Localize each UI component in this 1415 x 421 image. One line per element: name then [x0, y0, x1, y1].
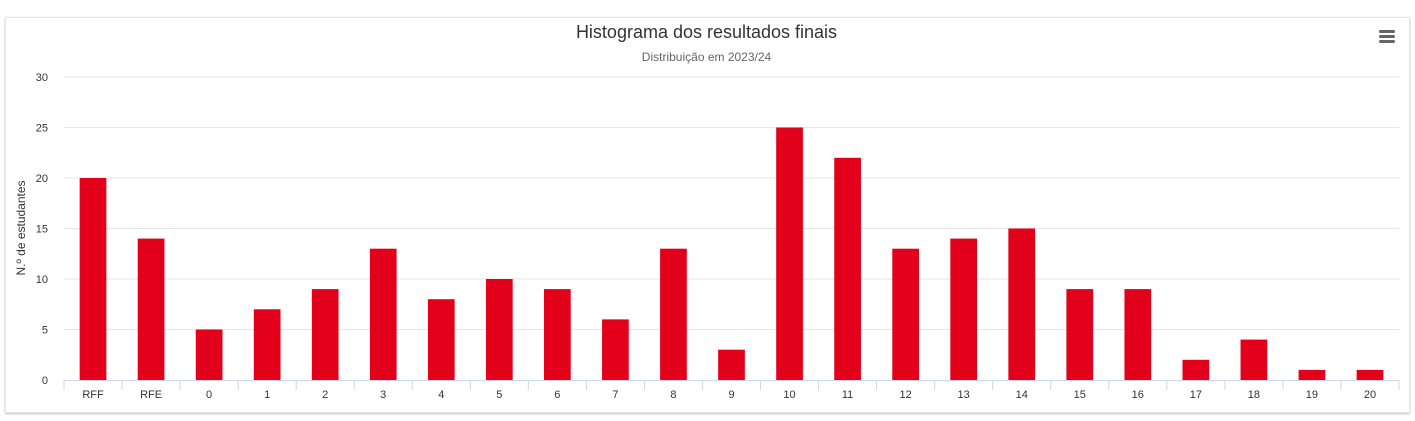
y-tick-label: 25 [36, 123, 48, 135]
x-tick-label: 6 [554, 389, 560, 401]
chart-subtitle: Distribuição em 2023/24 [641, 50, 772, 64]
bar-9[interactable] [718, 349, 745, 380]
bar-19[interactable] [1298, 369, 1326, 380]
y-tick-label: 20 [36, 173, 48, 185]
x-tick-label: 8 [670, 389, 676, 401]
bar-2[interactable] [311, 289, 339, 380]
bar-0[interactable] [195, 329, 223, 381]
y-gridlines [64, 76, 1399, 330]
y-tick-label: 15 [36, 224, 48, 236]
bar-16[interactable] [1124, 289, 1152, 380]
bars [79, 127, 1384, 381]
bar-3[interactable] [369, 248, 397, 380]
x-tick-label: 7 [612, 389, 618, 401]
y-tick-label: 0 [42, 375, 48, 387]
x-tick-label: 13 [958, 389, 970, 401]
x-axis [63, 380, 1400, 390]
y-tick-labels: 0 5 10 15 20 25 30 [36, 72, 48, 387]
x-tick-label: RFE [140, 389, 162, 401]
x-tick-label: 18 [1248, 389, 1260, 401]
bar-18[interactable] [1240, 339, 1268, 380]
x-tick-label: 19 [1306, 389, 1318, 401]
y-tick-label: 10 [36, 274, 48, 286]
bar-1[interactable] [253, 309, 281, 380]
bar-11[interactable] [834, 157, 861, 380]
x-tick-label: 0 [206, 389, 212, 401]
bar-8[interactable] [660, 248, 687, 380]
bar-15[interactable] [1066, 289, 1094, 380]
y-tick-label: 30 [36, 72, 48, 84]
bar-rfe[interactable] [137, 238, 165, 380]
bar-6[interactable] [544, 289, 571, 380]
x-tick-label: 2 [322, 389, 328, 401]
x-tick-label: 16 [1132, 389, 1144, 401]
hamburger-menu-icon [1379, 30, 1395, 43]
y-axis-title: N.º de estudantes [14, 180, 28, 275]
bar-5[interactable] [485, 279, 513, 380]
bar-10[interactable] [776, 127, 803, 381]
x-tick-label: 20 [1364, 389, 1376, 401]
x-tick-label: 10 [783, 389, 795, 401]
bar-13[interactable] [950, 238, 978, 380]
bar-17[interactable] [1182, 359, 1210, 380]
bar-12[interactable] [892, 248, 919, 380]
x-tick-label: 17 [1190, 389, 1202, 401]
x-tick-label: 5 [496, 389, 502, 401]
x-tick-label: RFF [82, 389, 104, 401]
x-tick-label: 4 [438, 389, 444, 401]
chart-title: Histograma dos resultados finais [575, 22, 838, 42]
x-tick-label: 9 [728, 389, 734, 401]
bar-14[interactable] [1008, 228, 1036, 381]
context-menu-button[interactable] [1376, 27, 1398, 45]
x-tick-label: 15 [1074, 389, 1086, 401]
x-tick-label: 3 [380, 389, 386, 401]
bar-20[interactable] [1356, 369, 1384, 380]
bar-7[interactable] [602, 319, 629, 380]
x-tick-label: 1 [264, 389, 270, 401]
x-tick-label: 14 [1016, 389, 1028, 401]
x-tick-label: 11 [842, 389, 853, 401]
bar-rff[interactable] [79, 178, 107, 380]
x-tick-label: 12 [900, 389, 912, 401]
y-tick-label: 5 [42, 325, 48, 337]
chart-container [5, 17, 1410, 413]
bar-4[interactable] [427, 299, 455, 380]
x-tick-labels: RFF RFE 0 1 2 3 4 5 6 7 8 9 10 11 12 13 14 15 16 17 18 19 20 [82, 389, 1376, 401]
